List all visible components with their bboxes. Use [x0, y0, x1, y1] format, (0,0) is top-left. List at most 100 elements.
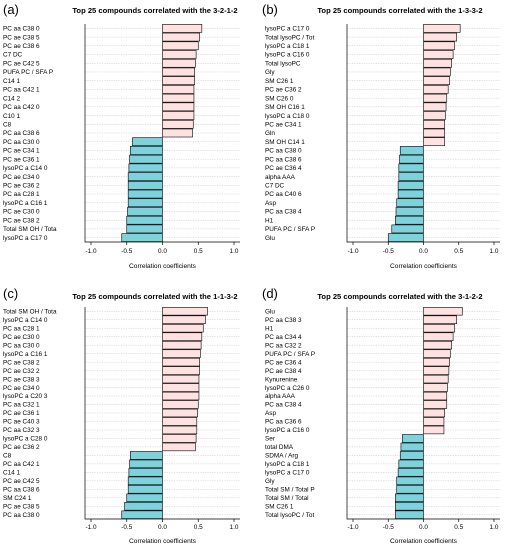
- x-tick-label: -1.0: [85, 248, 96, 255]
- category-label: PC ae C36 1: [3, 410, 40, 417]
- bar-1: [162, 307, 208, 316]
- bar-17: [162, 442, 196, 452]
- bar-6: [162, 349, 201, 358]
- category-label: PC aa C28 1: [3, 191, 40, 198]
- bar-17: [400, 442, 424, 452]
- bar-13: [162, 128, 193, 138]
- category-label: PC aa C42 1: [3, 461, 40, 468]
- bar-4: [162, 50, 197, 59]
- bar-10: [162, 102, 195, 112]
- bar-19: [398, 459, 424, 469]
- category-label: PC ae C36 2: [265, 87, 302, 94]
- chart-panel-4: (d) Top 25 compounds correlated with the …: [262, 286, 500, 545]
- x-axis-title: Correlation coefficients: [129, 263, 197, 270]
- bar-19: [397, 181, 424, 190]
- x-tick-label: 1.0: [490, 524, 499, 531]
- bar-16: [402, 434, 424, 443]
- bar-12: [162, 119, 194, 129]
- bar-17: [128, 163, 163, 173]
- chart-panel-3: (c) Top 25 compounds correlated with the …: [3, 286, 240, 545]
- axis-frame: [346, 307, 500, 520]
- category-label: C7 DC: [3, 52, 23, 59]
- bar-13: [162, 408, 198, 418]
- category-label: Gly: [265, 69, 275, 76]
- bar-18: [130, 451, 163, 460]
- category-label: lysoPC a C18 1: [265, 461, 310, 468]
- category-label: PC ae C38 5: [3, 34, 40, 41]
- bar-10: [423, 102, 447, 112]
- bar-4: [423, 50, 454, 59]
- bar-23: [394, 493, 424, 503]
- bar-19: [127, 181, 163, 190]
- panel-letter: (d): [262, 286, 278, 301]
- axis-frame: [84, 24, 240, 243]
- x-tick-label: -0.5: [383, 248, 394, 255]
- bar-21: [127, 476, 163, 486]
- panel-letter: (a): [3, 2, 19, 17]
- category-label: PC aa C38 0: [3, 26, 40, 33]
- bar-3: [162, 41, 199, 51]
- category-label: PC ae C34 1: [265, 121, 302, 128]
- bar-23: [126, 493, 163, 503]
- bar-11: [423, 391, 448, 401]
- category-label: PC ae C30 0: [3, 209, 40, 216]
- bar-2: [423, 32, 457, 42]
- category-label: PC aa C42 0: [3, 104, 40, 111]
- bar-16: [399, 154, 424, 164]
- bar-12: [423, 400, 448, 409]
- bar-13: [423, 128, 445, 138]
- bar-12: [162, 400, 199, 409]
- category-label: C7 DC: [265, 183, 285, 190]
- category-label: Total SM OH / Tota: [3, 308, 57, 315]
- category-label: PC aa C38 4: [265, 402, 302, 409]
- chart-title: Top 25 compounds correlated with the 3-2…: [72, 6, 237, 15]
- bar-1: [162, 24, 203, 33]
- category-label: PC aa C38 0: [265, 148, 302, 155]
- category-label: SM C26 0: [265, 95, 294, 102]
- category-label: Gln: [265, 130, 275, 137]
- category-label: SDMA / Arg: [265, 453, 298, 460]
- bar-16: [162, 434, 197, 443]
- bar-10: [423, 383, 448, 392]
- bar-1: [423, 307, 463, 316]
- bar-22: [127, 485, 163, 494]
- category-label: PC ae C38 4: [265, 368, 302, 375]
- bar-12: [423, 119, 445, 129]
- category-label: PC aa C34 4: [265, 334, 302, 341]
- bar-18: [398, 172, 424, 181]
- category-label: PC aa C30 0: [3, 139, 40, 146]
- bar-2: [162, 315, 206, 324]
- panel-letter: (c): [3, 286, 18, 301]
- bar-7: [162, 357, 200, 367]
- x-axis-title: Correlation coefficients: [390, 263, 458, 270]
- category-label: PC aa C38 6: [265, 156, 302, 163]
- category-label: lysoPC a C16 1: [3, 200, 48, 207]
- category-label: PUFA PC / SFA P: [265, 226, 315, 233]
- category-label: lysoPC a C16 1: [3, 351, 48, 358]
- bar-2: [162, 32, 200, 42]
- axis-frame: [346, 24, 500, 243]
- x-tick-label: 1.0: [490, 248, 499, 255]
- bar-15: [130, 146, 163, 155]
- category-label: C8: [3, 121, 12, 128]
- x-tick-label: 0.0: [419, 248, 428, 255]
- category-label: lysoPC a C28 0: [3, 436, 48, 443]
- category-label: Total lysoPC / Tot: [265, 512, 314, 519]
- bar-14: [162, 417, 198, 426]
- bar-19: [129, 459, 163, 469]
- category-label: Total lysoPC: [265, 60, 301, 67]
- category-label: Asp: [265, 200, 276, 207]
- category-label: Total SM / Total P: [265, 487, 315, 494]
- category-label: lysoPC a C17 0: [265, 26, 310, 33]
- category-label: PC ae C36 2: [3, 444, 40, 451]
- bar-9: [162, 93, 195, 103]
- bar-7: [162, 76, 195, 85]
- category-label: PC ae C34 0: [3, 385, 40, 392]
- bar-8: [423, 85, 449, 94]
- x-tick-label: 0.5: [454, 248, 463, 255]
- x-axis-title: Correlation coefficients: [129, 538, 197, 545]
- x-tick-label: -0.5: [383, 524, 394, 531]
- chart-title: Top 25 compounds correlated with the 1-1…: [72, 292, 237, 301]
- category-label: PC ae C34 0: [3, 174, 40, 181]
- category-label: C14 1: [3, 78, 20, 85]
